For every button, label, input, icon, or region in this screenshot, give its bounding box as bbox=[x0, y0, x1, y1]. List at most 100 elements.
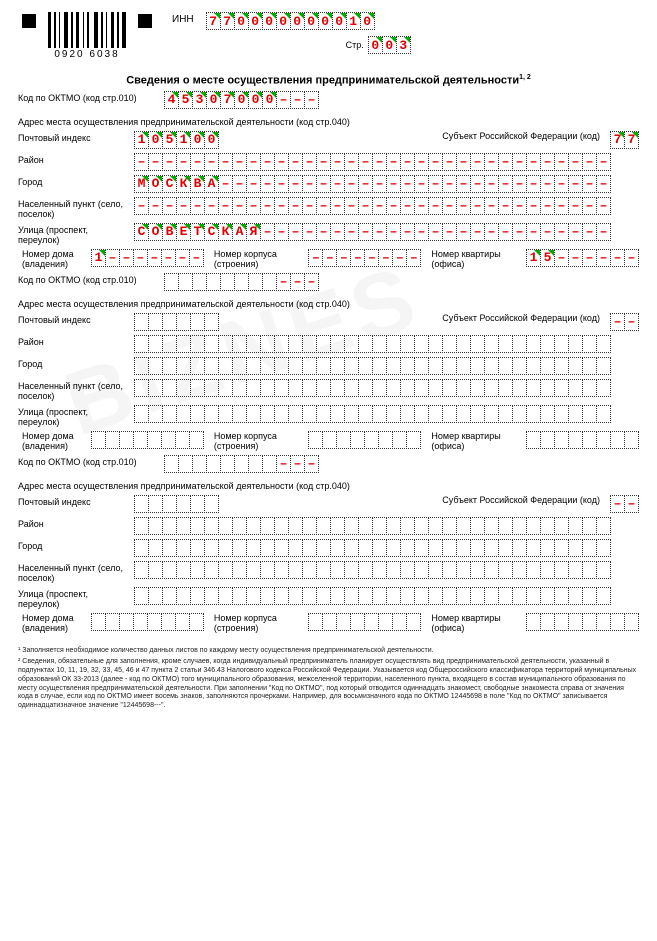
cell[interactable] bbox=[470, 379, 485, 397]
cell[interactable] bbox=[330, 335, 345, 353]
cell[interactable]: Т bbox=[190, 223, 205, 241]
cell[interactable] bbox=[554, 613, 569, 631]
cell[interactable] bbox=[392, 613, 407, 631]
street-cells[interactable] bbox=[134, 587, 611, 605]
cell[interactable]: – bbox=[330, 153, 345, 171]
cell[interactable]: – bbox=[526, 175, 541, 193]
cell[interactable]: – bbox=[148, 197, 163, 215]
cell[interactable] bbox=[442, 405, 457, 423]
cell[interactable] bbox=[386, 357, 401, 375]
cell[interactable] bbox=[358, 405, 373, 423]
cell[interactable] bbox=[378, 613, 393, 631]
city-cells[interactable]: МОСКВА–––––––––––––––––––––––––––– bbox=[134, 175, 611, 193]
cell[interactable]: – bbox=[330, 197, 345, 215]
cell[interactable]: – bbox=[218, 175, 233, 193]
cell[interactable] bbox=[596, 561, 611, 579]
cell[interactable] bbox=[330, 357, 345, 375]
cell[interactable]: – bbox=[596, 197, 611, 215]
cell[interactable]: – bbox=[512, 197, 527, 215]
cell[interactable]: – bbox=[582, 223, 597, 241]
cell[interactable]: – bbox=[246, 153, 261, 171]
cell[interactable] bbox=[386, 335, 401, 353]
cell[interactable] bbox=[378, 431, 393, 449]
cell[interactable]: – bbox=[596, 249, 611, 267]
cell[interactable] bbox=[568, 335, 583, 353]
cell[interactable] bbox=[554, 517, 569, 535]
cell[interactable] bbox=[134, 587, 149, 605]
cell[interactable] bbox=[344, 517, 359, 535]
cell[interactable]: – bbox=[276, 91, 291, 109]
cell[interactable] bbox=[406, 431, 421, 449]
cell[interactable] bbox=[400, 335, 415, 353]
cell[interactable] bbox=[148, 539, 163, 557]
cell[interactable] bbox=[442, 335, 457, 353]
cell[interactable] bbox=[372, 517, 387, 535]
cell[interactable] bbox=[190, 405, 205, 423]
cell[interactable] bbox=[372, 379, 387, 397]
cell[interactable] bbox=[582, 335, 597, 353]
cell[interactable] bbox=[162, 405, 177, 423]
cell[interactable] bbox=[190, 313, 205, 331]
cell[interactable] bbox=[596, 357, 611, 375]
cell[interactable]: О bbox=[148, 175, 163, 193]
cell[interactable] bbox=[624, 613, 639, 631]
cell[interactable] bbox=[260, 357, 275, 375]
cell[interactable] bbox=[568, 539, 583, 557]
cell[interactable] bbox=[526, 405, 541, 423]
cell[interactable]: – bbox=[330, 175, 345, 193]
cell[interactable] bbox=[274, 587, 289, 605]
cell[interactable] bbox=[234, 273, 249, 291]
cell[interactable] bbox=[148, 517, 163, 535]
cell[interactable] bbox=[262, 273, 277, 291]
cell[interactable]: – bbox=[526, 153, 541, 171]
cell[interactable] bbox=[220, 455, 235, 473]
cell[interactable] bbox=[147, 613, 162, 631]
subject-rf-cells[interactable]: –– bbox=[610, 313, 639, 331]
cell[interactable] bbox=[364, 431, 379, 449]
cell[interactable]: 1 bbox=[91, 249, 106, 267]
cell[interactable]: 5 bbox=[178, 91, 193, 109]
cell[interactable] bbox=[540, 379, 555, 397]
cell[interactable] bbox=[162, 587, 177, 605]
cell[interactable]: О bbox=[148, 223, 163, 241]
cell[interactable]: – bbox=[442, 223, 457, 241]
cell[interactable] bbox=[498, 379, 513, 397]
cell[interactable] bbox=[512, 517, 527, 535]
cell[interactable] bbox=[540, 357, 555, 375]
cell[interactable] bbox=[526, 335, 541, 353]
cell[interactable] bbox=[232, 561, 247, 579]
cell[interactable] bbox=[344, 405, 359, 423]
cell[interactable] bbox=[91, 613, 106, 631]
cell[interactable]: – bbox=[260, 197, 275, 215]
cell[interactable] bbox=[232, 517, 247, 535]
flat-cells[interactable] bbox=[526, 431, 639, 449]
cell[interactable] bbox=[484, 405, 499, 423]
cell[interactable] bbox=[582, 379, 597, 397]
cell[interactable] bbox=[218, 561, 233, 579]
cell[interactable] bbox=[134, 405, 149, 423]
cell[interactable] bbox=[119, 431, 134, 449]
cell[interactable] bbox=[176, 539, 191, 557]
house-cells[interactable]: 1––––––– bbox=[91, 249, 204, 267]
cell[interactable]: 0 bbox=[290, 12, 305, 30]
cell[interactable]: 1 bbox=[526, 249, 541, 267]
cell[interactable]: 7 bbox=[624, 131, 639, 149]
cell[interactable] bbox=[512, 539, 527, 557]
cell[interactable]: 1 bbox=[134, 131, 149, 149]
cell[interactable] bbox=[316, 539, 331, 557]
cell[interactable] bbox=[414, 335, 429, 353]
settlement-cells[interactable] bbox=[134, 561, 611, 579]
cell[interactable] bbox=[596, 431, 611, 449]
cell[interactable] bbox=[204, 539, 219, 557]
cell[interactable]: – bbox=[400, 197, 415, 215]
cell[interactable] bbox=[134, 539, 149, 557]
cell[interactable] bbox=[134, 561, 149, 579]
cell[interactable]: – bbox=[568, 153, 583, 171]
cell[interactable]: – bbox=[350, 249, 365, 267]
cell[interactable] bbox=[330, 587, 345, 605]
cell[interactable] bbox=[176, 379, 191, 397]
cell[interactable] bbox=[568, 405, 583, 423]
cell[interactable] bbox=[204, 495, 219, 513]
cell[interactable] bbox=[526, 613, 541, 631]
cell[interactable] bbox=[484, 561, 499, 579]
